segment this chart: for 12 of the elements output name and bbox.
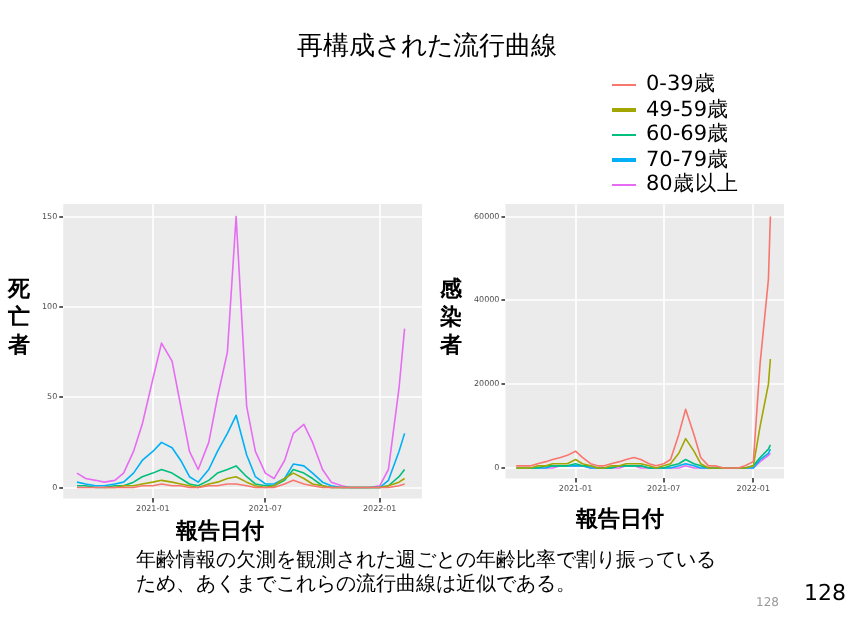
legend-label: 60-69歳: [646, 122, 730, 147]
text: 128: [804, 580, 846, 606]
legend-label: 70-79歳: [646, 147, 730, 172]
legend-label: 0-39歳: [646, 72, 716, 97]
x-axis-title: 報告日付: [174, 516, 266, 546]
legend-label: 49-59歳: [646, 97, 730, 122]
y-axis-title: 感染者: [440, 276, 464, 360]
x-axis-title: 報告日付: [574, 504, 666, 534]
text: 年齢情報の欠測を観測された週ごとの年齢比率で割り振っているため、あくまでこれらの流行曲線は近似である。: [136, 550, 718, 598]
legend-label: 80歳以上: [646, 172, 739, 197]
y-axis-title: 死亡者: [8, 276, 32, 360]
chart-title: 再構成された流行曲線: [295, 30, 559, 64]
